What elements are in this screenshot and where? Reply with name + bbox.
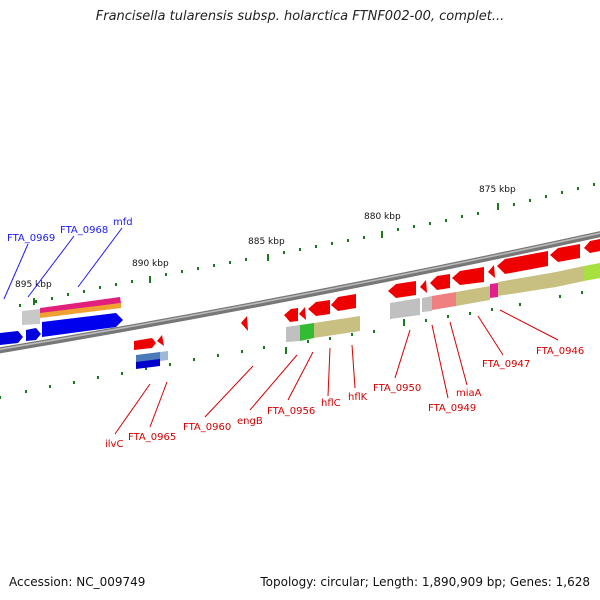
reverse-features-right [388, 239, 600, 319]
inner-features-left [134, 335, 168, 369]
reverse-leader-lines [114, 309, 559, 435]
gene-label-ilvc: ilvC [105, 439, 123, 450]
scale-label-880: 880 kbp [364, 212, 401, 222]
scale-label-890: 890 kbp [132, 259, 169, 269]
forward-features-left [0, 297, 123, 345]
gene-label-miaa: miaA [456, 388, 482, 399]
scale-label-885: 885 kbp [248, 237, 285, 247]
gene-label-fta-0965: FTA_0965 [128, 432, 176, 443]
gene-label-fta-0947: FTA_0947 [482, 359, 530, 370]
gene-label-fta-0969: FTA_0969 [7, 233, 55, 244]
inner-tick-arc [0, 291, 583, 399]
reverse-features-middle [241, 294, 360, 342]
gene-label-fta-0960: FTA_0960 [183, 422, 231, 433]
gene-label-mfd: mfd [113, 217, 133, 228]
gene-label-hflk: hflK [348, 392, 368, 403]
genome-backbone [0, 231, 600, 354]
gene-label-fta-0968: FTA_0968 [60, 225, 108, 236]
scale-label-875: 875 kbp [479, 185, 516, 195]
map-title: Francisella tularensis subsp. holarctica… [95, 9, 505, 24]
gene-label-fta-0956: FTA_0956 [267, 406, 315, 417]
scale-label-895: 895 kbp [15, 280, 52, 290]
gene-label-fta-0949: FTA_0949 [428, 403, 476, 414]
forward-leader-lines [3, 227, 123, 300]
gene-label-fta-0946: FTA_0946 [536, 346, 584, 357]
genome-summary-text: Topology: circular; Length: 1,890,909 bp… [260, 575, 590, 589]
gene-label-engb: engB [237, 416, 263, 427]
gene-label-hflc: hflC [321, 398, 341, 409]
gene-label-fta-0950: FTA_0950 [373, 383, 421, 394]
accession-text: Accession: NC_009749 [9, 575, 146, 589]
outer-tick-arc [19, 183, 595, 307]
